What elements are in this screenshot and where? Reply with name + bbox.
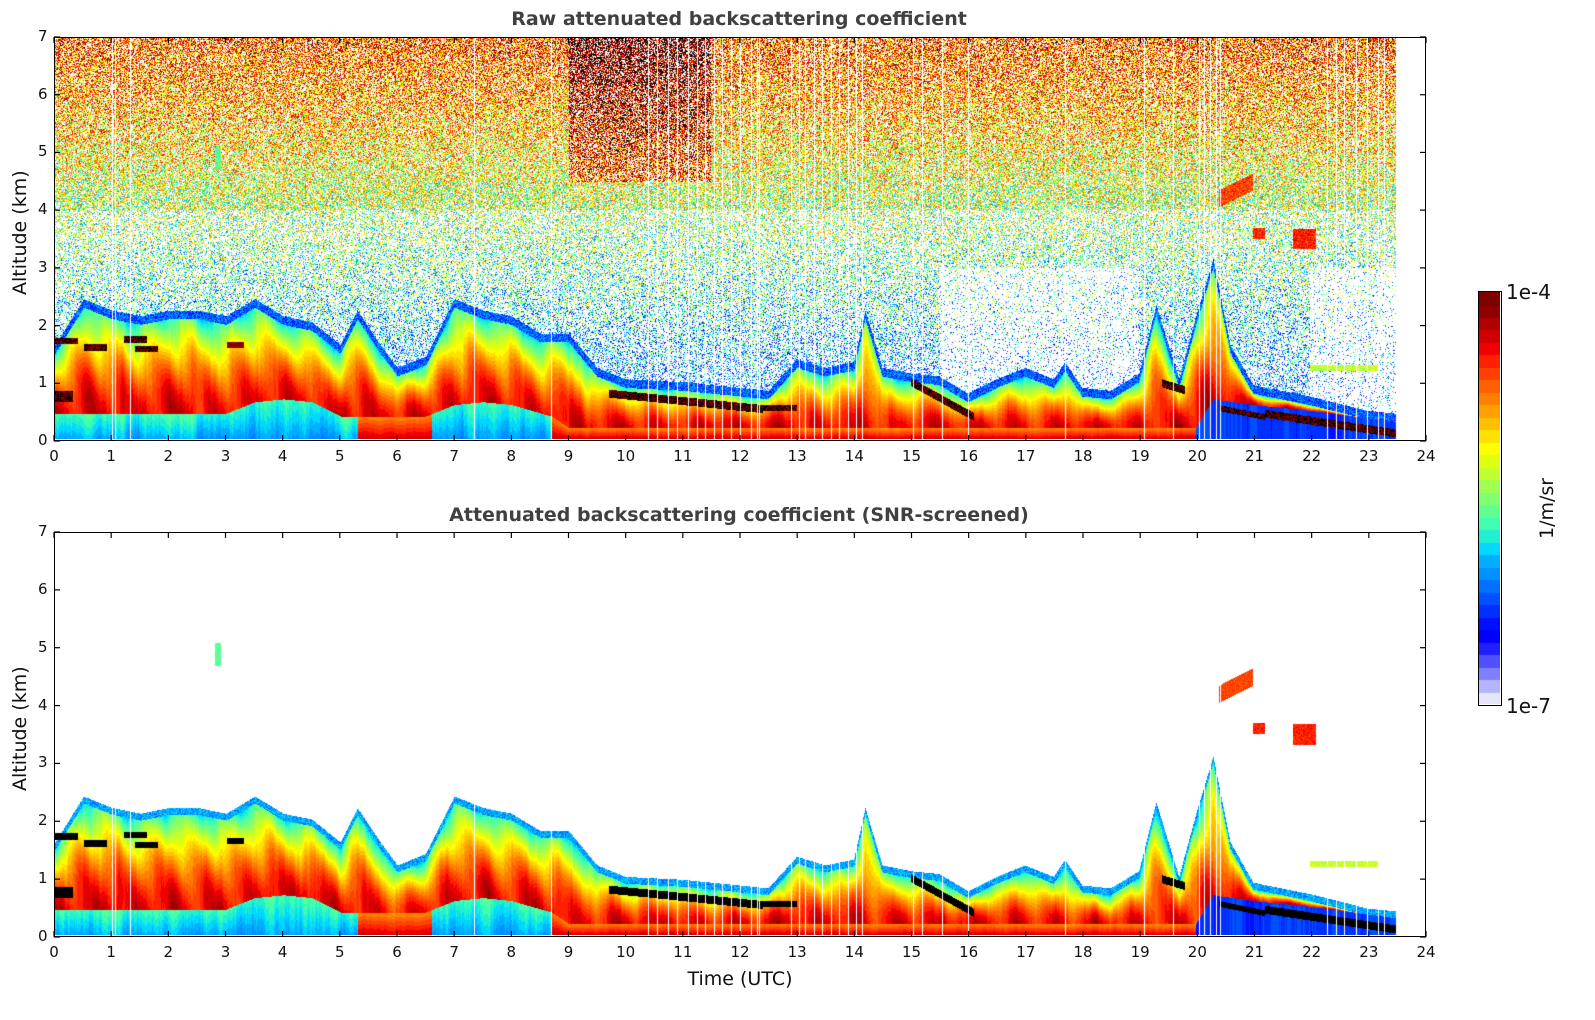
x-tick-label: 16 <box>959 943 979 961</box>
x-tick-label: 10 <box>616 943 636 961</box>
y-tick-label: 1 <box>38 869 48 888</box>
x-tick-label: 3 <box>220 447 231 465</box>
top-panel-y-axis-label: Altitude (km) <box>9 170 31 295</box>
y-tick-label: 5 <box>38 637 48 656</box>
screened-backscatter-heatmap <box>54 532 1426 937</box>
x-tick-label: 22 <box>1302 943 1322 961</box>
x-tick-label: 16 <box>959 447 979 465</box>
colorbar <box>1478 291 1502 706</box>
colorbar-max-label: 1e-4 <box>1506 280 1551 304</box>
x-tick-label: 9 <box>563 943 574 961</box>
x-tick-label: 19 <box>1130 943 1150 961</box>
y-tick-label: 6 <box>38 579 48 598</box>
x-tick-label: 22 <box>1302 447 1322 465</box>
x-tick-label: 17 <box>1016 943 1036 961</box>
x-tick-label: 5 <box>335 447 345 465</box>
x-tick-label: 4 <box>277 447 288 465</box>
x-tick-label: 6 <box>392 447 402 465</box>
x-tick-label: 14 <box>844 447 864 465</box>
bottom-panel-y-axis-label: Altitude (km) <box>9 666 31 791</box>
x-tick-label: 21 <box>1244 447 1265 465</box>
x-tick-label: 12 <box>730 943 750 961</box>
x-tick-label: 13 <box>787 943 807 961</box>
y-tick-label: 6 <box>38 84 48 103</box>
x-tick-label: 19 <box>1130 447 1150 465</box>
y-tick-label: 2 <box>38 315 48 334</box>
x-tick-label: 11 <box>673 943 693 961</box>
y-tick-label: 4 <box>38 695 48 714</box>
x-tick-label: 4 <box>277 943 288 961</box>
x-tick-label: 7 <box>449 447 459 465</box>
x-tick-label: 11 <box>673 447 693 465</box>
x-tick-label: 18 <box>1073 943 1093 961</box>
x-tick-label: 23 <box>1359 943 1379 961</box>
x-tick-label: 0 <box>49 943 59 961</box>
screened-backscatter-canvas <box>55 533 1424 935</box>
colorbar-min-label: 1e-7 <box>1506 694 1551 718</box>
x-tick-label: 5 <box>335 943 345 961</box>
x-tick-label: 1 <box>106 447 116 465</box>
raw-backscatter-canvas <box>55 38 1424 439</box>
bottom-panel-title: Attenuated backscattering coefficient (S… <box>449 504 1029 526</box>
x-tick-label: 9 <box>563 447 574 465</box>
x-tick-label: 14 <box>844 943 864 961</box>
x-tick-label: 23 <box>1359 447 1379 465</box>
y-tick-label: 2 <box>38 811 48 830</box>
x-tick-label: 3 <box>220 943 231 961</box>
colorbar-gradient <box>1479 292 1500 704</box>
x-tick-label: 2 <box>163 447 174 465</box>
x-axis-label: Time (UTC) <box>687 968 793 990</box>
colorbar-unit-label: 1/m/sr <box>1536 477 1558 539</box>
top-panel-title: Raw attenuated backscattering coefficien… <box>511 8 967 30</box>
y-tick-label: 3 <box>38 753 48 772</box>
y-tick-label: 4 <box>38 200 48 219</box>
x-tick-label: 20 <box>1187 447 1207 465</box>
x-tick-label: 15 <box>901 447 922 465</box>
x-tick-label: 7 <box>449 943 459 961</box>
x-tick-label: 24 <box>1416 943 1436 961</box>
x-tick-label: 17 <box>1016 447 1036 465</box>
x-tick-label: 12 <box>730 447 750 465</box>
y-tick-label: 5 <box>38 142 48 161</box>
y-tick-label: 0 <box>38 927 48 945</box>
x-tick-label: 6 <box>392 943 402 961</box>
x-tick-label: 0 <box>49 447 59 465</box>
x-tick-label: 2 <box>163 943 174 961</box>
y-tick-label: 3 <box>38 257 48 276</box>
x-tick-label: 8 <box>506 447 517 465</box>
x-tick-label: 20 <box>1187 943 1207 961</box>
x-tick-label: 21 <box>1244 943 1265 961</box>
y-tick-label: 0 <box>38 431 48 449</box>
y-tick-label: 7 <box>38 522 48 540</box>
y-tick-label: 7 <box>38 27 48 45</box>
raw-backscatter-heatmap <box>54 37 1426 441</box>
x-tick-label: 1 <box>106 943 116 961</box>
x-tick-label: 24 <box>1416 447 1436 465</box>
x-tick-label: 13 <box>787 447 807 465</box>
y-tick-label: 1 <box>38 373 48 392</box>
x-tick-label: 8 <box>506 943 517 961</box>
x-tick-label: 15 <box>901 943 922 961</box>
x-tick-label: 10 <box>616 447 636 465</box>
x-tick-label: 18 <box>1073 447 1093 465</box>
